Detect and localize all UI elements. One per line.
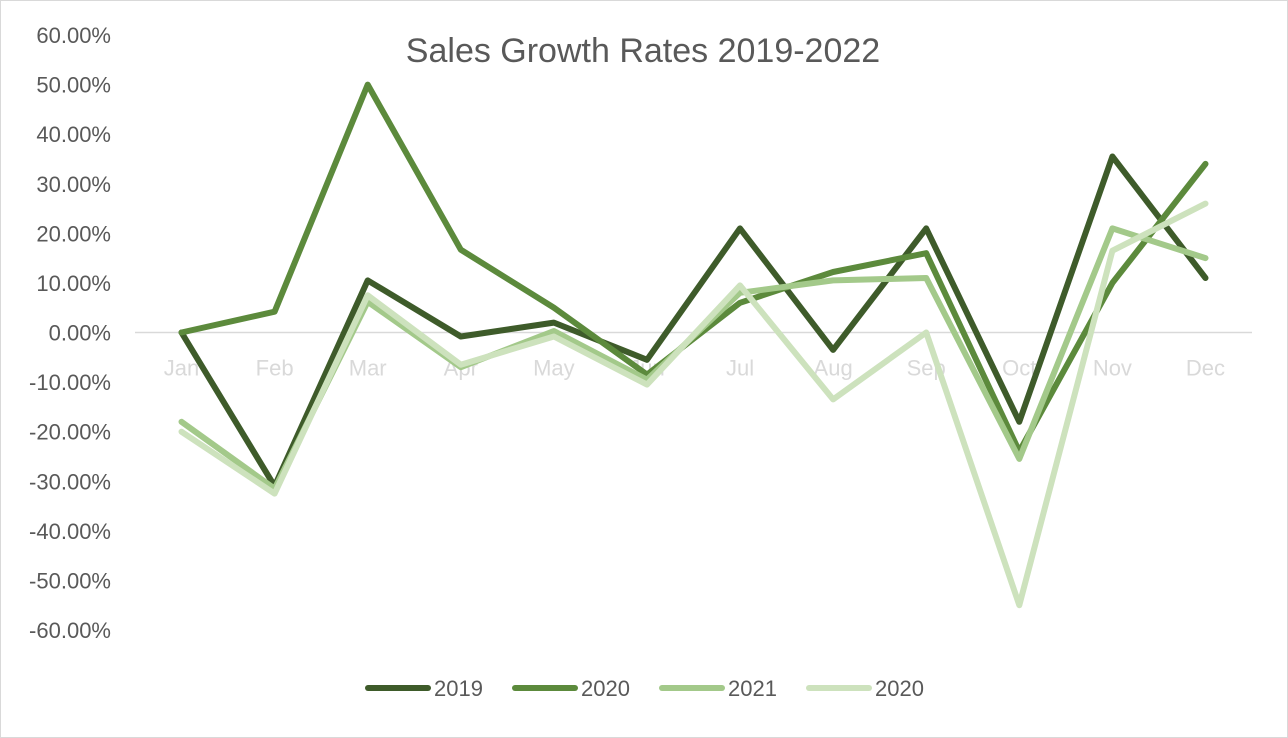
legend-label: 2020 <box>875 676 924 701</box>
y-tick-label: 40.00% <box>36 122 111 147</box>
legend-item[interactable]: 2020 <box>806 676 924 701</box>
x-tick-label: Nov <box>1093 356 1132 381</box>
x-tick-label: May <box>533 356 575 381</box>
x-tick-label: Feb <box>256 356 294 381</box>
y-axis: 60.00% 50.00% 40.00% 30.00% 20.00% 10.00% 0.00… <box>29 23 111 643</box>
x-tick-label: Aug <box>814 356 853 381</box>
y-tick-label: 50.00% <box>36 73 111 98</box>
chart-title: Sales Growth Rates 2019-2022 <box>406 32 880 70</box>
legend-item[interactable]: 2021 <box>659 676 777 701</box>
x-tick-label: Jul <box>726 356 754 381</box>
y-tick-label: 60.00% <box>36 23 111 48</box>
x-tick-label: Dec <box>1186 356 1225 381</box>
legend-item[interactable]: 2020 <box>512 676 630 701</box>
y-tick-label: -40.00% <box>29 519 111 544</box>
series-line <box>178 200 1209 609</box>
y-tick-label: 0.00% <box>49 321 111 346</box>
y-tick-label: -30.00% <box>29 469 111 494</box>
y-tick-label: 20.00% <box>36 221 111 246</box>
y-tick-label: -60.00% <box>29 618 111 643</box>
y-tick-label: -50.00% <box>29 568 111 593</box>
x-tick-label: Mar <box>349 356 387 381</box>
y-tick-label: 10.00% <box>36 271 111 296</box>
y-tick-label: -20.00% <box>29 420 111 445</box>
series-line <box>178 153 1209 490</box>
legend-label: 2020 <box>581 676 630 701</box>
legend-item[interactable]: 2019 <box>365 676 483 701</box>
y-tick-label: -10.00% <box>29 370 111 395</box>
legend-label: 2019 <box>434 676 483 701</box>
series-lines <box>178 81 1209 609</box>
x-tick-label: Jan <box>164 356 199 381</box>
y-tick-label: 30.00% <box>36 172 111 197</box>
legend-label: 2021 <box>728 676 777 701</box>
x-tick-label: Oct <box>1002 356 1036 381</box>
legend[interactable]: 2019 2020 2021 2020 <box>365 676 924 701</box>
